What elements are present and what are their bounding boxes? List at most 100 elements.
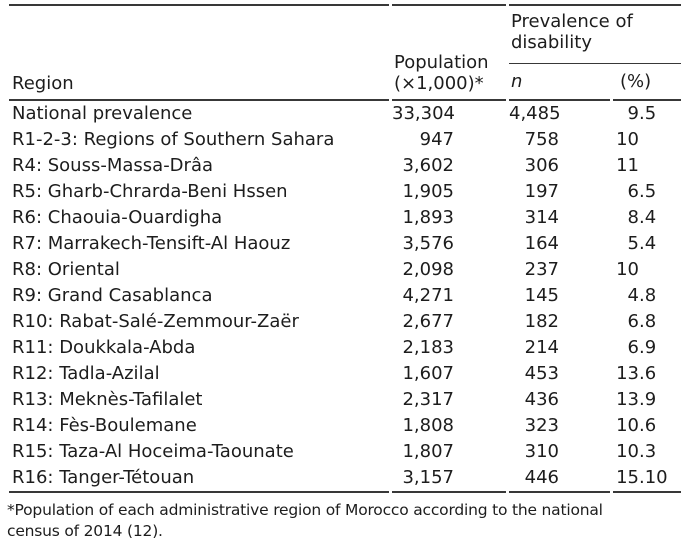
n-cell: 306	[524, 155, 559, 176]
percent-int: 8	[627, 207, 639, 228]
percent-cell: 15.10	[613, 465, 681, 493]
region-cell: R6: Chaouia-Ouardigha	[12, 207, 223, 228]
n-cell: 4,485	[509, 103, 561, 124]
percent-cell: 10.6	[613, 413, 681, 439]
table-row: R8: Oriental 2,098 237 10	[9, 257, 681, 283]
region-cell: National prevalence	[12, 103, 193, 124]
region-cell: R5: Gharb-Chrarda-Beni Hssen	[12, 181, 288, 202]
percent-int: 13	[616, 363, 639, 384]
region-column-header: Region	[9, 4, 389, 101]
region-cell: R1-2-3: Regions of Southern Sahara	[12, 129, 335, 150]
table-row: R13: Meknès-Tafilalet 2,317 436 13.9	[9, 387, 681, 413]
n-cell: 453	[524, 363, 559, 384]
region-cell: R16: Tanger-Tétouan	[9, 465, 389, 493]
percent-int: 6	[627, 311, 639, 332]
percent-cell: 10	[613, 257, 681, 283]
n-cell: 758	[524, 129, 559, 150]
percent-cell: 10	[613, 127, 681, 153]
population-cell: 2,317	[402, 389, 454, 410]
percent-frac: .8	[639, 311, 657, 332]
population-cell: 2,183	[402, 337, 454, 358]
percent-cell: 8.4	[613, 205, 681, 231]
table-row: R9: Grand Casablanca 4,271 145 4.8	[9, 283, 681, 309]
region-cell: R8: Oriental	[12, 259, 120, 280]
percent-int: 10	[616, 129, 639, 150]
n-cell: 237	[524, 259, 559, 280]
n-cell: 214	[524, 337, 559, 358]
percent-cell: 11	[613, 153, 681, 179]
percent-int: 11	[616, 155, 639, 176]
region-cell: R13: Meknès-Tafilalet	[12, 389, 203, 410]
region-cell: R11: Doukkala-Abda	[12, 337, 196, 358]
percent-int: 10	[616, 415, 639, 436]
region-cell: R15: Taza-Al Hoceima-Taounate	[12, 441, 294, 462]
footnote-line-1: *Population of each administrative regio…	[7, 501, 603, 519]
percent-frac: .9	[639, 337, 657, 358]
population-cell: 1,893	[402, 207, 454, 228]
percent-int: 13	[616, 389, 639, 410]
population-cell: 1,607	[402, 363, 454, 384]
table-row: R10: Rabat-Salé-Zemmour-Zaër 2,677 182 6…	[9, 309, 681, 335]
population-column-header: Population (×1,000)*	[392, 4, 506, 101]
percent-cell: 10.3	[613, 439, 681, 465]
percent-frac: .9	[639, 389, 657, 410]
population-cell: 3,157	[392, 465, 506, 493]
population-cell: 33,304	[392, 103, 455, 124]
population-cell: 2,098	[402, 259, 454, 280]
percent-int: 9	[627, 103, 639, 124]
table-row: R14: Fès-Boulemane 1,808 323 10.6	[9, 413, 681, 439]
region-cell: R14: Fès-Boulemane	[12, 415, 197, 436]
table-body: National prevalence 33,304 4,485 9.5 R1-…	[9, 101, 681, 493]
percent-frac: .3	[639, 441, 657, 462]
percent-int: 4	[627, 285, 639, 306]
table-row: R7: Marrakech-Tensift-Al Haouz 3,576 164…	[9, 231, 681, 257]
percent-cell: 4.8	[613, 283, 681, 309]
n-cell: 310	[524, 441, 559, 462]
percent-cell: 6.8	[613, 309, 681, 335]
table-header: Region Population (×1,000)* Prevalence o…	[9, 4, 681, 101]
percent-frac: .5	[639, 103, 657, 124]
table-row: R4: Souss-Massa-Drâa 3,602 306 11	[9, 153, 681, 179]
prevalence-group-header: Prevalence of disability	[509, 4, 681, 64]
table-row: R6: Chaouia-Ouardigha 1,893 314 8.4	[9, 205, 681, 231]
disability-prevalence-table: Region Population (×1,000)* Prevalence o…	[6, 4, 684, 493]
percent-frac: .4	[639, 207, 657, 228]
n-column-header: n	[509, 64, 610, 101]
table-row: R1-2-3: Regions of Southern Sahara 947 7…	[9, 127, 681, 153]
percent-cell: 5.4	[613, 231, 681, 257]
footnote-line-2: census of 2014 (12).	[7, 522, 163, 540]
percent-int: 5	[627, 233, 639, 254]
population-cell: 1,807	[402, 441, 454, 462]
percent-cell: 13.9	[613, 387, 681, 413]
percent-cell: 6.9	[613, 335, 681, 361]
percent-int: 6	[627, 337, 639, 358]
table-row: R15: Taza-Al Hoceima-Taounate 1,807 310 …	[9, 439, 681, 465]
population-cell: 1,905	[402, 181, 454, 202]
percent-frac: .6	[639, 363, 657, 384]
population-cell: 1,808	[402, 415, 454, 436]
percent-frac: .5	[639, 181, 657, 202]
region-cell: R10: Rabat-Salé-Zemmour-Zaër	[12, 311, 299, 332]
percent-cell: 13.6	[613, 361, 681, 387]
n-cell: 145	[524, 285, 559, 306]
region-cell: R12: Tadla-Azilal	[12, 363, 160, 384]
percent-frac: .4	[639, 233, 657, 254]
population-cell: 2,677	[402, 311, 454, 332]
table-footnote: *Population of each administrative regio…	[7, 500, 700, 542]
n-cell: 197	[524, 181, 559, 202]
table-row: R5: Gharb-Chrarda-Beni Hssen 1,905 197 6…	[9, 179, 681, 205]
population-cell: 3,576	[402, 233, 454, 254]
percent-cell: 6.5	[613, 179, 681, 205]
percent-int: 10	[616, 259, 639, 280]
n-cell: 314	[524, 207, 559, 228]
population-cell: 4,271	[402, 285, 454, 306]
percent-frac: .6	[639, 415, 657, 436]
table-row: R16: Tanger-Tétouan 3,157 446 15.10	[9, 465, 681, 493]
population-cell: 947	[419, 129, 454, 150]
table-row: National prevalence 33,304 4,485 9.5	[9, 101, 681, 127]
percent-int: 10	[616, 441, 639, 462]
n-cell: 164	[524, 233, 559, 254]
n-cell: 323	[524, 415, 559, 436]
percent-int: 15	[616, 467, 639, 488]
